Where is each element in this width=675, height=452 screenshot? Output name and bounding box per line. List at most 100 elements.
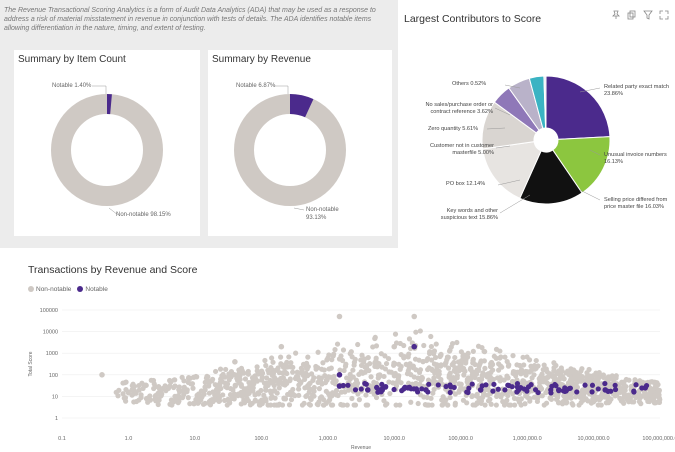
scatter-point-non-notable[interactable] bbox=[489, 361, 496, 368]
scatter-point-non-notable bbox=[316, 379, 322, 385]
scatter-point-non-notable bbox=[311, 388, 317, 394]
scatter-point-non-notable bbox=[311, 384, 317, 391]
scatter-point-non-notable[interactable] bbox=[451, 376, 458, 383]
scatter-point-notable bbox=[567, 385, 573, 391]
scatter-point-non-notable bbox=[473, 371, 480, 377]
scatter-point-non-notable bbox=[287, 376, 293, 382]
scatter-point-non-notable bbox=[162, 383, 168, 389]
scatter-point-non-notable bbox=[156, 397, 162, 403]
y-tick-label: 10 bbox=[52, 394, 58, 400]
scatter-point-non-notable bbox=[139, 380, 145, 386]
scatter-point-non-notable bbox=[275, 365, 281, 371]
filter-icon[interactable] bbox=[643, 10, 653, 20]
legend-non-notable[interactable]: Non-notable bbox=[28, 286, 71, 293]
scatter-point-non-notable[interactable] bbox=[610, 376, 617, 383]
scatter-point-non-notable bbox=[649, 388, 656, 394]
scatter-point-non-notable bbox=[253, 377, 260, 384]
scatter-point-non-notable bbox=[305, 354, 311, 360]
item-count-donut bbox=[51, 85, 163, 216]
scatter-point-non-notable bbox=[510, 368, 517, 375]
scatter-point-non-notable bbox=[474, 391, 480, 397]
y-tick-label: 100000 bbox=[40, 308, 58, 314]
scatter-point-non-notable bbox=[300, 371, 306, 377]
scatter-point-non-notable bbox=[501, 377, 507, 383]
scatter-point-non-notable bbox=[613, 373, 619, 379]
scatter-point-non-notable bbox=[554, 392, 560, 398]
scatter-point-non-notable bbox=[341, 367, 347, 374]
pie-slice-related-party-exact-match[interactable] bbox=[545, 75, 611, 140]
scatter-point-non-notable bbox=[323, 388, 329, 394]
pie-slice-others[interactable] bbox=[543, 75, 547, 129]
scatter-point-non-notable bbox=[623, 383, 629, 390]
scatter-point-non-notable bbox=[518, 367, 525, 373]
pie-leader-line bbox=[579, 189, 601, 201]
scatter-point-non-notable[interactable] bbox=[232, 358, 238, 365]
legend-notable[interactable]: Notable bbox=[77, 286, 108, 293]
copy-icon[interactable] bbox=[627, 10, 637, 20]
scatter-point-non-notable bbox=[259, 374, 265, 380]
scatter-point-non-notable bbox=[396, 361, 402, 367]
scatter-point-non-notable bbox=[350, 367, 356, 373]
scatter-point-non-notable bbox=[278, 361, 284, 367]
scatter-point-notable[interactable] bbox=[477, 387, 484, 393]
scatter-point-non-notable bbox=[434, 362, 440, 368]
scatter-point-notable[interactable] bbox=[336, 372, 343, 378]
scatter-point-non-notable bbox=[531, 362, 538, 369]
scatter-point-non-notable bbox=[539, 393, 545, 399]
scatter-point-non-notable bbox=[565, 368, 571, 374]
scatter-point-non-notable bbox=[187, 401, 193, 407]
scatter-point-non-notable bbox=[576, 402, 582, 408]
scatter-point-non-notable bbox=[406, 351, 412, 357]
scatter-point-non-notable bbox=[417, 367, 424, 373]
scatter-point-non-notable bbox=[349, 395, 355, 402]
scatter-point-notable bbox=[612, 382, 618, 388]
scatter-point-non-notable bbox=[286, 354, 292, 360]
summary-item-count-card[interactable]: Summary by Item Count Notable 1.40% Non-… bbox=[14, 50, 200, 236]
scatter-point-notable[interactable] bbox=[364, 387, 371, 393]
scatter-point-non-notable bbox=[403, 361, 409, 367]
scatter-point-notable bbox=[443, 383, 449, 390]
scatter-point-non-notable bbox=[502, 354, 508, 360]
scatter-point-non-notable[interactable] bbox=[556, 368, 562, 374]
scatter-point-non-notable bbox=[451, 368, 457, 374]
scatter-point-non-notable[interactable] bbox=[411, 313, 418, 320]
scatter-point-non-notable bbox=[343, 361, 349, 367]
scatter-point-non-notable bbox=[323, 400, 329, 406]
scatter-point-non-notable bbox=[395, 374, 402, 381]
scatter-point-non-notable bbox=[241, 400, 248, 406]
scatter-point-non-notable[interactable] bbox=[391, 343, 398, 350]
scatter-point-non-notable bbox=[333, 388, 340, 394]
pin-icon[interactable] bbox=[611, 10, 621, 20]
scatter-point-non-notable[interactable] bbox=[437, 352, 444, 359]
scatter-point-non-notable bbox=[382, 366, 389, 372]
scatter-point-non-notable bbox=[529, 375, 535, 381]
x-tick-label: 100.0 bbox=[254, 436, 268, 442]
scatter-point-non-notable bbox=[333, 392, 340, 398]
scatter-point-non-notable bbox=[524, 369, 531, 375]
scatter-point-non-notable[interactable] bbox=[238, 389, 245, 396]
summary-revenue-card[interactable]: Summary by Revenue Notable 6.87% Non-not… bbox=[208, 50, 392, 236]
scatter-point-non-notable bbox=[218, 385, 224, 392]
expand-icon[interactable] bbox=[659, 10, 669, 20]
scatter-point-non-notable bbox=[115, 393, 121, 399]
y-tick-label: 1 bbox=[55, 416, 58, 422]
scatter-point-non-notable[interactable] bbox=[371, 380, 378, 387]
scatter-point-non-notable bbox=[551, 360, 557, 366]
scatter-point-notable[interactable] bbox=[411, 343, 418, 350]
scatter-point-non-notable bbox=[439, 397, 445, 403]
pie-slice-key-words-and-other-suspicious-text[interactable] bbox=[482, 141, 542, 200]
scatter-point-non-notable[interactable] bbox=[278, 343, 285, 350]
scatter-point-non-notable bbox=[156, 391, 163, 397]
scatter-point-non-notable bbox=[304, 373, 310, 379]
scatter-point-notable bbox=[479, 383, 485, 389]
scatter-point-non-notable bbox=[217, 366, 224, 372]
pie-slice-unusual-invoice-numbers[interactable] bbox=[552, 136, 611, 194]
scatter-point-non-notable bbox=[334, 341, 341, 347]
scatter-point-non-notable bbox=[365, 402, 371, 408]
scatter-point-non-notable[interactable] bbox=[336, 313, 343, 320]
scatter-point-non-notable bbox=[382, 402, 389, 408]
scatter-point-non-notable[interactable] bbox=[99, 372, 105, 378]
scatter-title: Transactions by Revenue and Score bbox=[28, 264, 198, 276]
scatter-point-non-notable[interactable] bbox=[304, 383, 311, 389]
scatter-point-non-notable bbox=[332, 347, 338, 353]
